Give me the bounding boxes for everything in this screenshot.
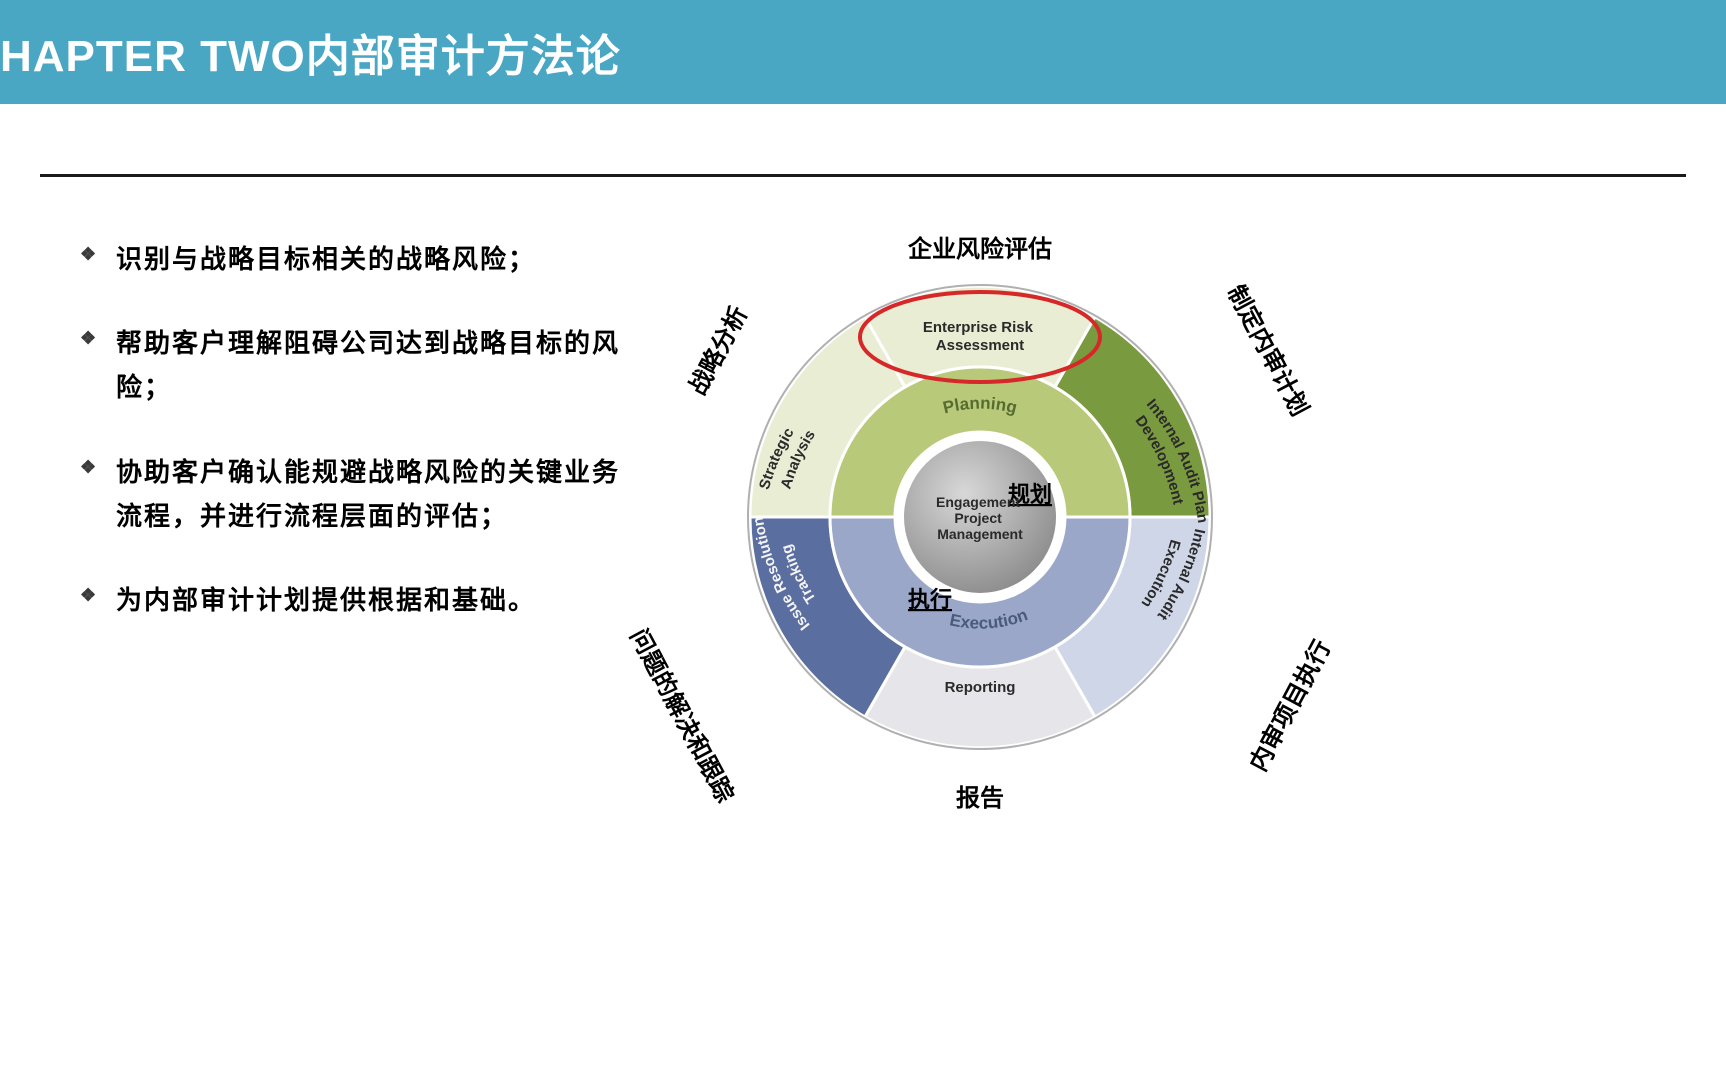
seg-text-top: Enterprise Risk Assessment [923, 319, 1037, 354]
bullet-list-container: 识别与战略目标相关的战略风险； 帮助客户理解阻碍公司达到战略目标的风险； 协助客… [80, 237, 640, 797]
bullet-item: 帮助客户理解阻碍公司达到战略目标的风险； [80, 321, 640, 409]
seg-text-bottom: Reporting [945, 679, 1016, 696]
content-area: 识别与战略目标相关的战略风险； 帮助客户理解阻碍公司达到战略目标的风险； 协助客… [0, 177, 1726, 797]
diagram-container: Enterprise Risk Assessment Internal Audi… [680, 237, 1666, 797]
wheel-svg: Enterprise Risk Assessment Internal Audi… [700, 237, 1260, 797]
audit-cycle-diagram: Enterprise Risk Assessment Internal Audi… [700, 237, 1260, 797]
outer-label-top: 企业风险评估 [908, 229, 1052, 264]
chapter-title: HAPTER TWO内部审计方法论 [0, 32, 621, 81]
outer-label-bottom: 报告 [956, 778, 1004, 813]
bullet-item: 识别与战略目标相关的战略风险； [80, 237, 640, 281]
bullet-list: 识别与战略目标相关的战略风险； 帮助客户理解阻碍公司达到战略目标的风险； 协助客… [80, 237, 640, 622]
chapter-title-bar: HAPTER TWO内部审计方法论 [0, 0, 1726, 104]
ring-cn-execution: 执行 [908, 587, 952, 612]
bullet-item: 协助客户确认能规避战略风险的关键业务流程，并进行流程层面的评估； [80, 450, 640, 538]
bullet-item: 为内部审计计划提供根据和基础。 [80, 578, 640, 622]
